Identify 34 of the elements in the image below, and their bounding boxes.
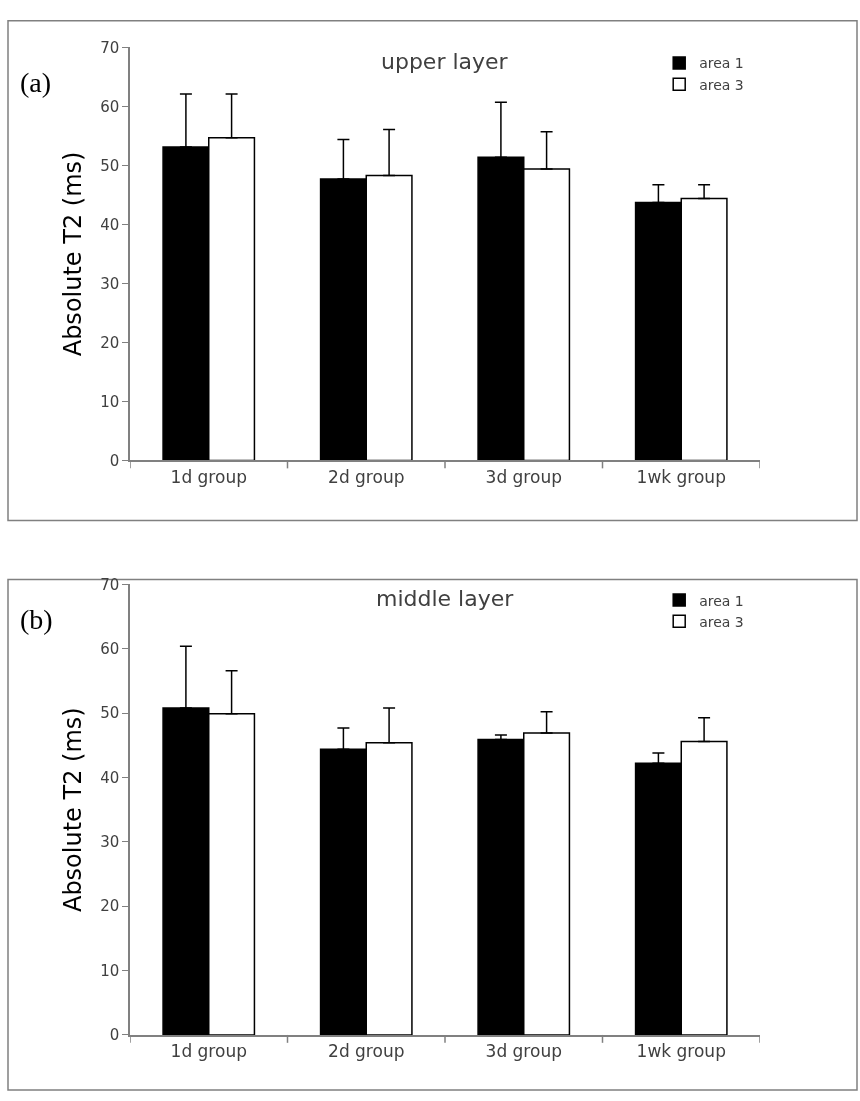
y-tick-label: 50 <box>100 156 120 175</box>
y-tick-label: 40 <box>100 768 120 787</box>
x-tick-label: 2d group <box>328 466 405 487</box>
y-tick-label: 70 <box>100 575 120 594</box>
y-axis-title: Absolute T2 (ms) <box>58 707 87 913</box>
text: (b) <box>20 604 53 635</box>
x-tick-label: 1d group <box>170 466 247 487</box>
chart-title: middle layer <box>376 586 515 611</box>
x-tick-label: 1wk group <box>636 466 726 487</box>
y-tick-label: 60 <box>100 640 120 659</box>
y-tick-label: 0 <box>109 1026 120 1045</box>
x-tick-label: 3d group <box>485 1041 562 1062</box>
x-tick-label: 2d group <box>328 1041 405 1062</box>
y-tick-label: 70 <box>100 38 120 57</box>
x-tick-label: 1wk group <box>636 1041 726 1062</box>
y-tick-label: 0 <box>109 451 120 470</box>
chart-title: upper layer <box>381 49 509 74</box>
y-tick-label: 50 <box>100 704 120 723</box>
legend-label: area 3 <box>699 613 744 630</box>
y-tick-label: 10 <box>100 392 120 411</box>
y-tick-label: 30 <box>100 274 120 293</box>
y-tick-label: 30 <box>100 833 120 852</box>
legend-label: area 3 <box>699 76 744 93</box>
y-tick-label: 10 <box>100 961 120 980</box>
x-tick-label: 1d group <box>170 1041 247 1062</box>
y-tick-label: 60 <box>100 97 120 116</box>
text: (a) <box>20 67 52 98</box>
x-tick-label: 3d group <box>485 466 562 487</box>
legend-label: area 1 <box>699 592 744 609</box>
legend-label: area 1 <box>699 55 744 72</box>
y-axis-title: Absolute T2 (ms) <box>58 151 87 357</box>
y-tick-label: 40 <box>100 215 120 234</box>
y-tick-label: 20 <box>100 897 120 916</box>
y-tick-label: 20 <box>100 333 120 352</box>
